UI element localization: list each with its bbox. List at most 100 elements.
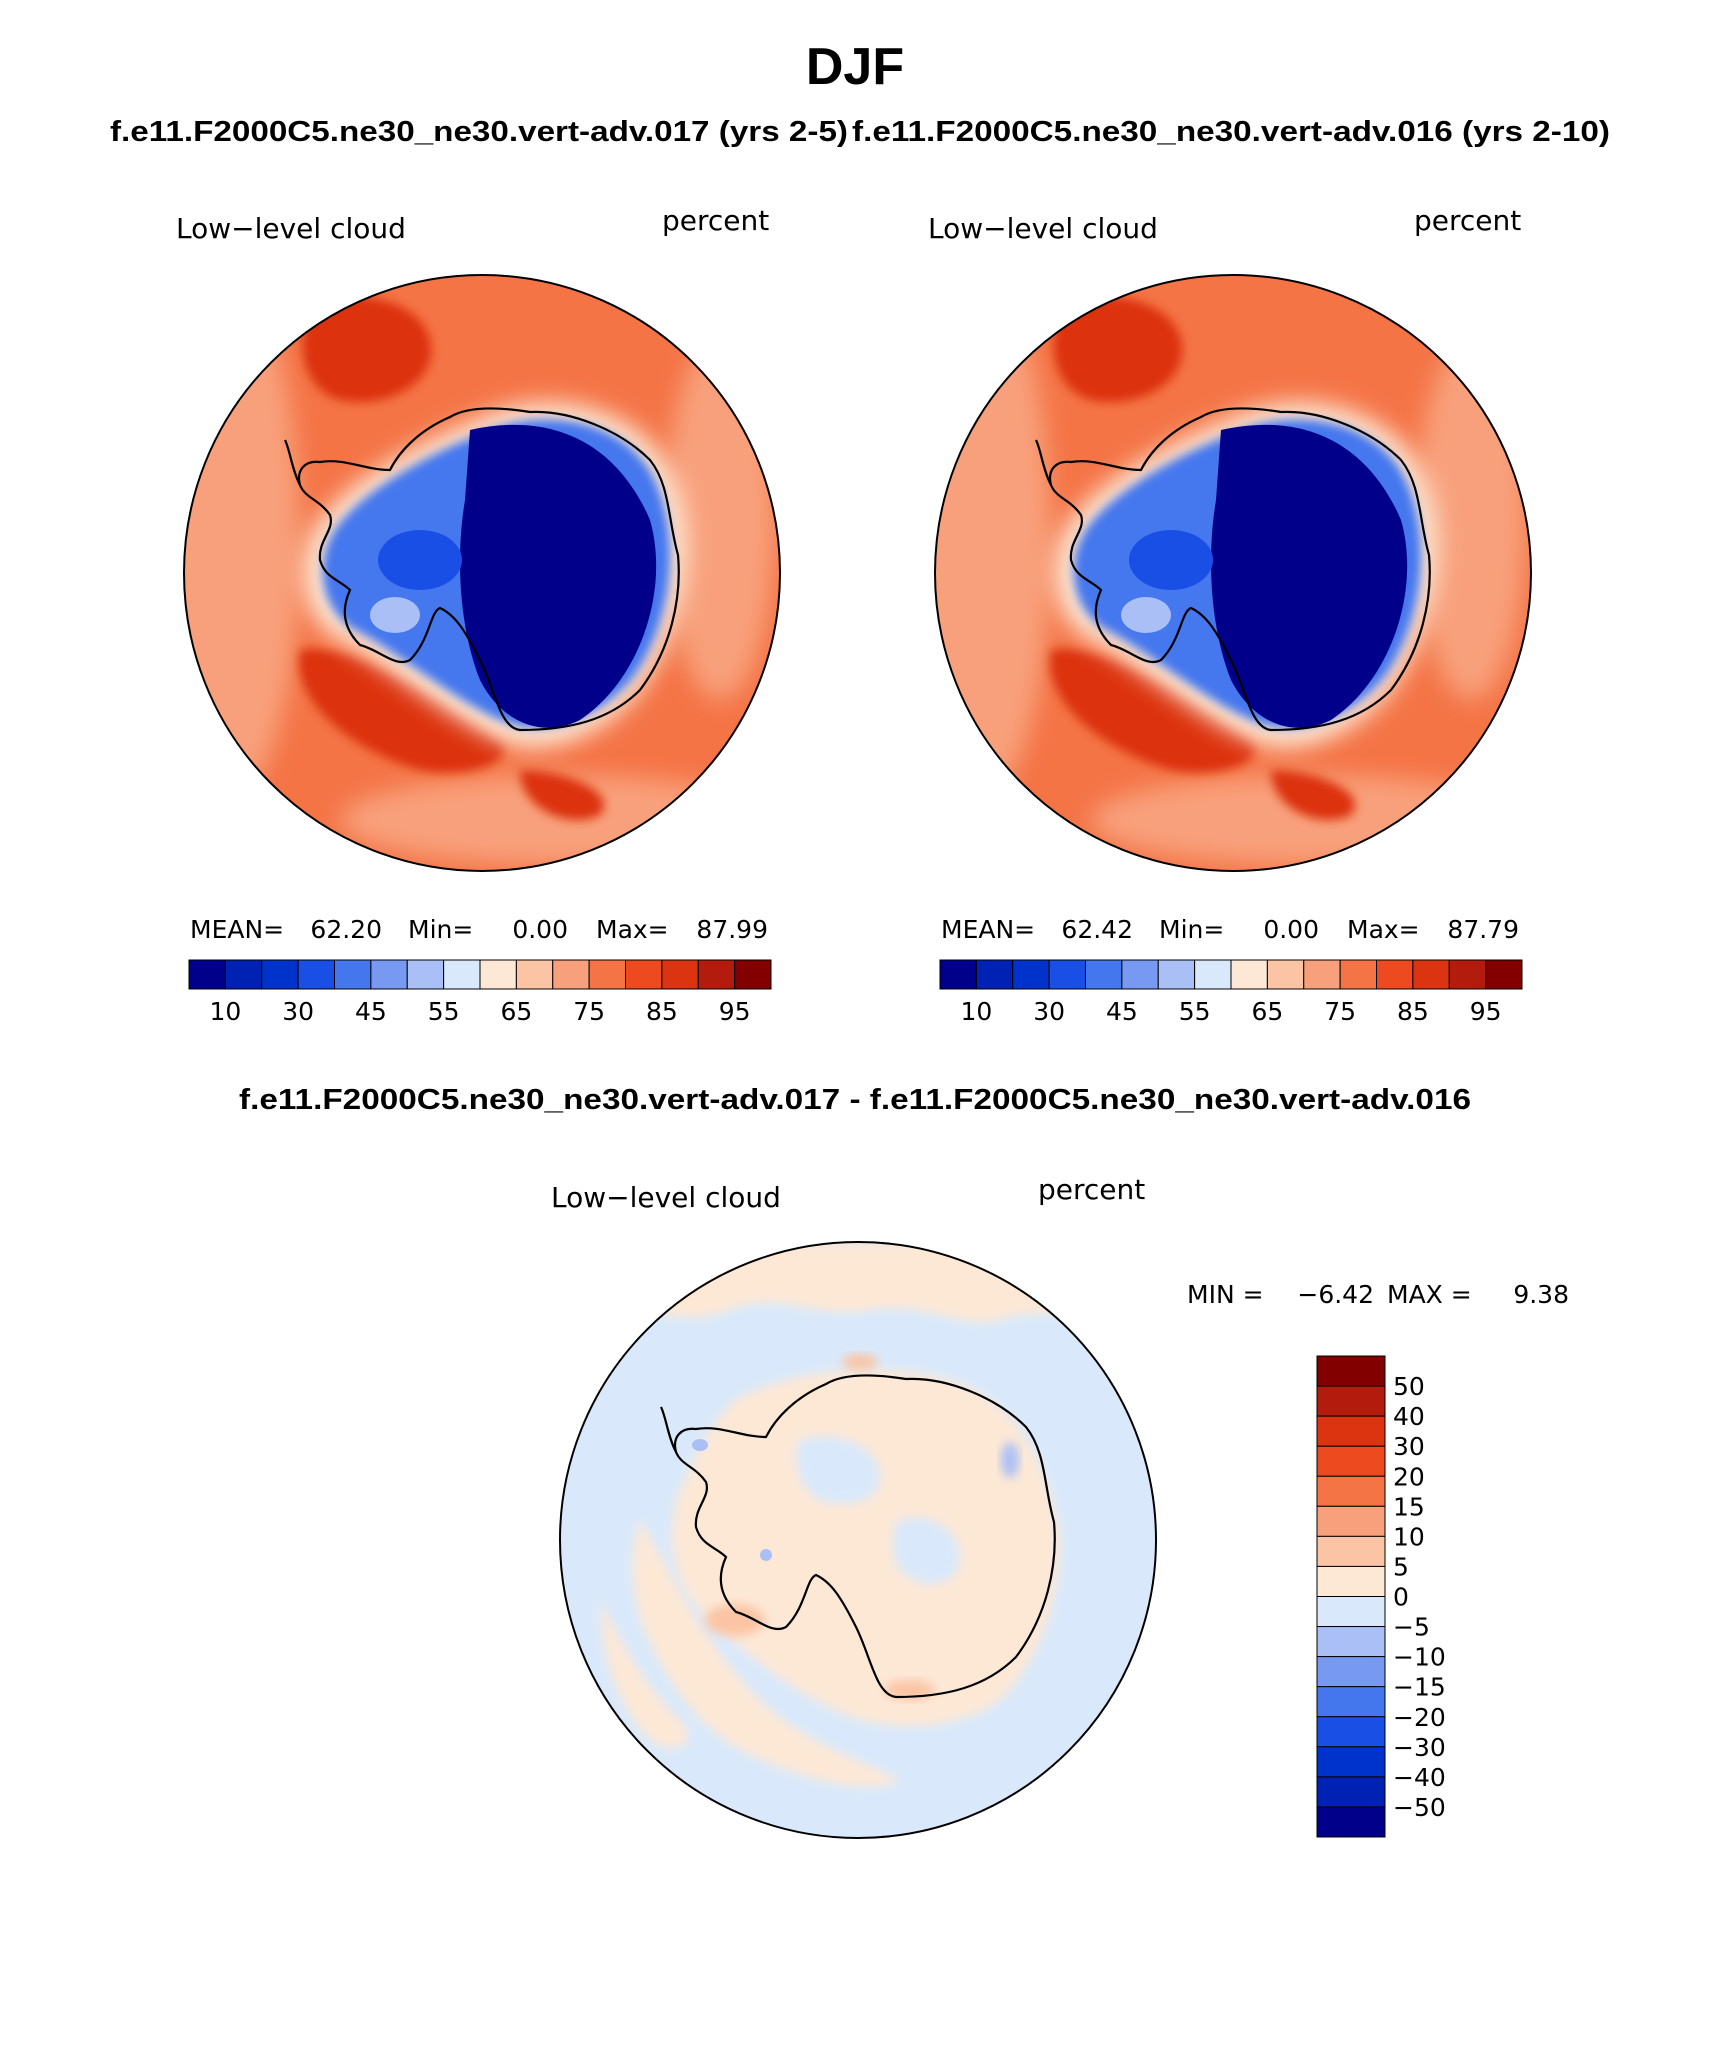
colorbar-tick-label: 95: [719, 997, 751, 1026]
colorbar-swatch: [406, 959, 445, 990]
max-label: MAX =: [1387, 1280, 1472, 1309]
panel-case-017: Low−level cloud percent MEAN= 62.20 Min=…: [176, 204, 781, 1026]
colorbar-swatch: [1194, 959, 1232, 990]
colorbar-swatch: [1085, 959, 1123, 990]
colorbar-tick-label: 30: [1393, 1432, 1425, 1461]
colorbar-swatch: [1303, 959, 1341, 990]
colorbar-swatch: [1316, 1626, 1386, 1658]
colorbar-swatch: [1316, 1535, 1386, 1567]
min-value: −6.42: [1297, 1280, 1374, 1309]
colorbar-tick-label: 55: [428, 997, 460, 1026]
colorbar-tick-label: 45: [1106, 997, 1138, 1026]
colorbar-swatch: [224, 959, 263, 990]
units-label: percent: [662, 204, 769, 237]
colorbar-tick-label: −30: [1393, 1733, 1446, 1762]
colorbar-tick-label: 75: [1324, 997, 1356, 1026]
colorbar-tick-label: 65: [1251, 997, 1283, 1026]
panel-difference: Low−level cloud percent MIN = −6.42 MAX …: [551, 1173, 1569, 1839]
stats-row-case-016: MEAN= 62.42 Min= 0.00 Max= 87.79: [941, 915, 1519, 944]
colorbar-swatch: [188, 959, 226, 990]
colorbar-tick-label: −40: [1393, 1763, 1446, 1792]
max-value: 9.38: [1513, 1280, 1569, 1309]
stats-row-case-017: MEAN= 62.20 Min= 0.00 Max= 87.99: [190, 915, 768, 944]
colorbar-swatch: [334, 959, 372, 990]
variable-label: Low−level cloud: [551, 1181, 781, 1214]
colorbar-swatch: [1048, 959, 1086, 990]
colorbar-swatch: [1316, 1415, 1386, 1447]
mean-label: MEAN=: [941, 915, 1035, 944]
stats-row-difference: MIN = −6.42 MAX = 9.38: [1187, 1280, 1569, 1309]
mean-label: MEAN=: [190, 915, 284, 944]
mean-value: 62.20: [310, 915, 382, 944]
case-title-1: f.e11.F2000C5.ne30_ne30.vert-adv.017 (yr…: [110, 116, 848, 148]
colorbar-tick-label: 45: [355, 997, 387, 1026]
colorbar-swatch: [734, 959, 772, 990]
min-value: 0.00: [1263, 915, 1319, 944]
colorbar-swatch: [1316, 1656, 1386, 1688]
colorbar-tick-label: 10: [1393, 1522, 1425, 1551]
colorbar-case-016: 10 30 45 55 65 75 85 95: [939, 959, 1523, 1026]
max-label: Max=: [1347, 915, 1420, 944]
colorbar-tick-label: 55: [1179, 997, 1211, 1026]
colorbar-tick-label: 30: [282, 997, 314, 1026]
colorbar-swatch: [479, 959, 517, 990]
colorbar-swatch: [1412, 959, 1450, 990]
colorbar-tick-label: 75: [573, 997, 605, 1026]
coastline-case-017: [283, 407, 680, 732]
polar-map-case-017: [184, 275, 780, 871]
colorbar-swatch: [661, 959, 699, 990]
max-label: Max=: [596, 915, 669, 944]
colorbar-swatch: [1266, 959, 1305, 990]
colorbar-tick-label: −15: [1393, 1673, 1446, 1702]
units-label: percent: [1414, 204, 1521, 237]
colorbar-swatch: [1485, 959, 1523, 990]
colorbar-tick-label: 30: [1033, 997, 1065, 1026]
colorbar-case-017: 10 30 45 55 65 75 85 95: [188, 959, 772, 1026]
max-value: 87.99: [696, 915, 768, 944]
colorbar-swatch: [1316, 1686, 1386, 1718]
colorbar-tick-label: 50: [1393, 1372, 1425, 1401]
colorbar-tick-label: 95: [1470, 997, 1502, 1026]
min-label: Min=: [1159, 915, 1224, 944]
colorbar-swatch: [1316, 1355, 1386, 1387]
colorbar-swatch: [1376, 959, 1414, 990]
colorbar-tick-label: 65: [500, 997, 532, 1026]
colorbar-swatch: [261, 959, 299, 990]
colorbar-tick-label: 85: [1397, 997, 1429, 1026]
colorbar-swatch: [1316, 1445, 1386, 1477]
colorbar-swatch: [1316, 1505, 1386, 1537]
panel-case-016: Low−level cloud percent MEAN= 62.42 Min=…: [928, 204, 1532, 1026]
colorbar-swatch: [1448, 959, 1487, 990]
colorbar-swatch: [1316, 1806, 1386, 1838]
coastline-difference: [659, 1374, 1056, 1699]
colorbar-tick-label: −10: [1393, 1643, 1446, 1672]
variable-label: Low−level cloud: [928, 212, 1158, 245]
colorbar-swatch: [1121, 959, 1159, 990]
colorbar-swatch: [939, 959, 977, 990]
map-boundary-difference: [559, 1241, 1157, 1839]
colorbar-tick-label: 15: [1393, 1492, 1425, 1521]
colorbar-swatch: [625, 959, 663, 990]
colorbar-tick-label: 0: [1393, 1583, 1409, 1612]
mean-value: 62.42: [1061, 915, 1133, 944]
colorbar-swatch: [1316, 1565, 1386, 1597]
map-boundary-case-016: [934, 274, 1532, 872]
colorbar-tick-label: −50: [1393, 1793, 1446, 1822]
colorbar-tick-label: −5: [1393, 1613, 1430, 1642]
variable-label: Low−level cloud: [176, 212, 406, 245]
colorbar-swatch: [1157, 959, 1196, 990]
min-value: 0.00: [512, 915, 568, 944]
colorbar-swatch: [1316, 1746, 1386, 1778]
colorbar-swatch: [1339, 959, 1377, 990]
colorbar-tick-label: 40: [1393, 1402, 1425, 1431]
colorbar-swatch: [588, 959, 626, 990]
polar-map-difference: [560, 1242, 1156, 1838]
season-title: DJF: [806, 38, 904, 96]
colorbar-tick-label: 10: [209, 997, 241, 1026]
colorbar-swatch: [1316, 1776, 1386, 1808]
colorbar-swatch: [1316, 1716, 1386, 1748]
colorbar-tick-label: 20: [1393, 1462, 1425, 1491]
colorbar-swatch: [370, 959, 408, 990]
map-boundary-case-017: [183, 274, 781, 872]
